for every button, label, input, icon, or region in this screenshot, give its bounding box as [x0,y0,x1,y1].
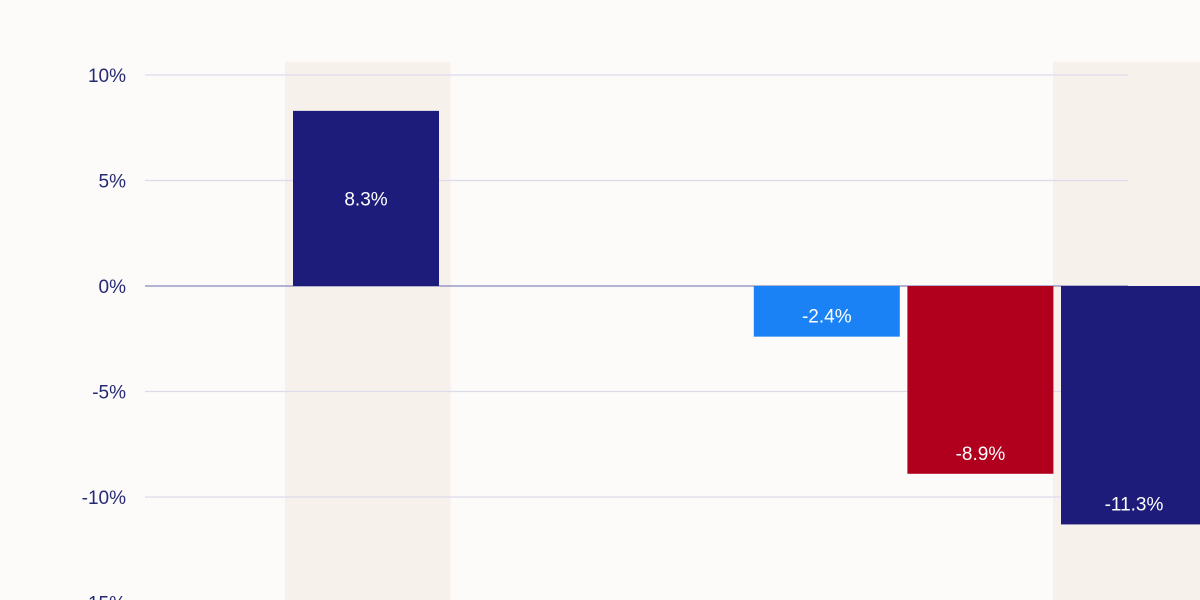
bar-value-label: -8.9% [956,444,1006,465]
bar-value-labels: 8.3% -2.4% -8.9% -11.3% [344,189,1163,515]
y-tick-label: -5% [92,383,126,404]
y-tick-label: 5% [99,172,127,193]
y-tick-label: 10% [88,66,126,87]
y-axis-tick-labels: 10% 5% 0% -5% -10% -15% [82,66,126,600]
bar [1061,286,1200,525]
y-tick-label: -10% [82,488,126,509]
bars [293,110,1200,525]
bar-value-label: -2.4% [802,307,852,328]
y-tick-label: -15% [82,594,126,600]
bar-value-label: -11.3% [1105,494,1164,515]
bar [753,286,900,337]
y-tick-label: 0% [99,277,127,298]
bar [293,110,439,287]
bar-value-label: 8.3% [344,189,387,210]
bar [907,286,1054,474]
